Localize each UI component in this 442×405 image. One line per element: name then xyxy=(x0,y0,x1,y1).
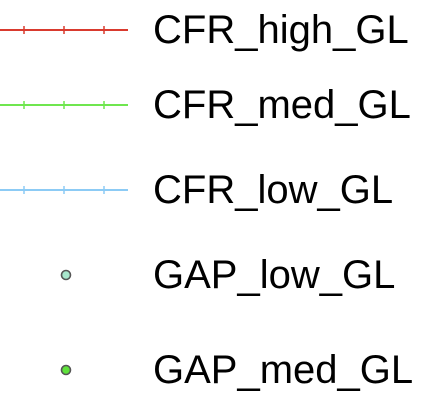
legend-item-gap-low-gl: GAP_low_GL xyxy=(0,245,442,305)
legend-marker-gap-low-gl xyxy=(60,269,72,281)
legend-label-cfr-med-gl: CFR_med_GL xyxy=(153,83,411,127)
legend-item-cfr-high-gl: CFR_high_GL xyxy=(0,0,442,60)
legend-label-cfr-high-gl: CFR_high_GL xyxy=(153,8,409,52)
legend-label-gap-med-gl: GAP_med_GL xyxy=(153,348,414,392)
legend-item-cfr-med-gl: CFR_med_GL xyxy=(0,75,442,135)
legend-marker-cfr-low-gl xyxy=(0,186,128,194)
legend-marker-cfr-med-gl xyxy=(0,101,128,109)
legend-item-cfr-low-gl: CFR_low_GL xyxy=(0,160,442,220)
legend-marker-cfr-high-gl xyxy=(0,26,128,34)
legend-label-gap-low-gl: GAP_low_GL xyxy=(153,253,396,297)
legend-point-gap-med-gl xyxy=(60,364,72,376)
legend-marker-gap-med-gl xyxy=(60,364,72,376)
legend-label-cfr-low-gl: CFR_low_GL xyxy=(153,168,394,212)
legend-item-gap-med-gl: GAP_med_GL xyxy=(0,340,442,400)
legend-point-gap-low-gl xyxy=(60,269,72,281)
